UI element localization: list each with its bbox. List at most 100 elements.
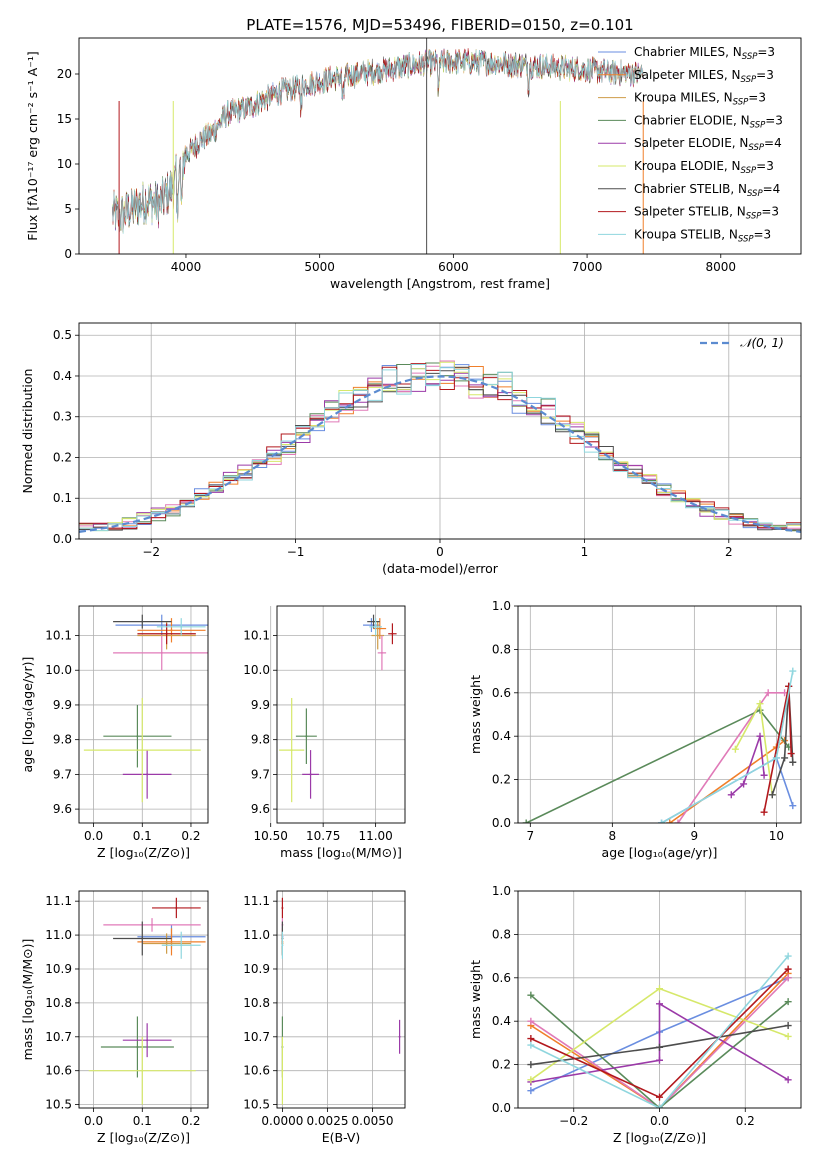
series-marker bbox=[656, 1043, 663, 1051]
data-point bbox=[398, 1035, 401, 1038]
series-marker bbox=[760, 808, 768, 816]
data-point bbox=[180, 625, 183, 628]
series-line-3 bbox=[530, 994, 789, 1108]
legend-sub: SSP bbox=[741, 166, 757, 176]
legend-entry: Kroupa MILES, NSSP=3 bbox=[634, 91, 766, 108]
panel-weight_vs_Z: −0.2 0.0 0.2 0.0 0.2 0.4 0.6 0.8 1.0 Z [log₁₀(Z/Z… bbox=[468, 884, 802, 1145]
legend-sub: SSP bbox=[738, 234, 754, 244]
x-tick-label: 0.1 bbox=[133, 829, 152, 843]
data-point bbox=[290, 749, 293, 752]
spectrum-line-8 bbox=[112, 49, 644, 235]
series-marker bbox=[784, 1022, 792, 1030]
legend-suffix: =3 bbox=[756, 68, 774, 82]
data-point bbox=[151, 923, 154, 926]
series-marker bbox=[789, 802, 797, 810]
x-tick-label: 0.1 bbox=[133, 1114, 152, 1128]
series-line-5 bbox=[734, 701, 774, 795]
x-tick-label: 0.0025 bbox=[306, 1114, 348, 1128]
panel-weight_vs_age: 7 8 9 10 0.0 0.2 0.4 0.6 0.8 1.0 age [log₁₀(age/yr… bbox=[468, 599, 802, 860]
y-axis-label: mass weight bbox=[468, 675, 483, 754]
legend-sub: SSP bbox=[748, 143, 764, 153]
x-tick-label: 0 bbox=[436, 545, 444, 559]
y-tick-label: 9.7 bbox=[53, 767, 72, 781]
y-tick-label: 10.7 bbox=[243, 1030, 270, 1044]
x-tick-label: 0.2 bbox=[181, 1114, 200, 1128]
plot-area bbox=[88, 897, 206, 1105]
series-line-4 bbox=[530, 1002, 789, 1083]
y-tick-label: 0.0 bbox=[53, 532, 72, 546]
data-point bbox=[391, 632, 394, 635]
data-point bbox=[170, 940, 173, 943]
series-marker bbox=[768, 791, 776, 799]
y-axis-label: mass weight bbox=[468, 960, 483, 1039]
y-tick-label: 1.0 bbox=[492, 599, 511, 613]
y-tick-label: 0.4 bbox=[53, 369, 72, 383]
series-marker bbox=[656, 1000, 663, 1008]
y-tick-label: 0.2 bbox=[492, 1058, 511, 1072]
series-marker bbox=[756, 700, 764, 708]
series-marker bbox=[784, 1032, 792, 1040]
data-point bbox=[165, 942, 168, 945]
series-marker bbox=[656, 985, 663, 993]
legend-entry: Chabrier ELODIE, NSSP=3 bbox=[634, 113, 783, 130]
data-point bbox=[372, 620, 375, 623]
y-tick-label: 9.8 bbox=[53, 733, 72, 747]
y-axis-label: mass [log₁₀(M/M⊙)] bbox=[20, 939, 35, 1061]
axes-frame bbox=[276, 605, 406, 824]
y-tick-label: 5 bbox=[64, 202, 72, 216]
x-tick-label: 11.00 bbox=[358, 829, 392, 843]
y-tick-label: 0 bbox=[64, 247, 72, 261]
y-tick-label: 0.5 bbox=[53, 328, 72, 342]
y-tick-label: 11.1 bbox=[45, 894, 72, 908]
x-tick-label: 0.2 bbox=[736, 1114, 755, 1128]
y-tick-label: 9.7 bbox=[251, 767, 270, 781]
data-point bbox=[175, 906, 178, 909]
y-tick-label: 9.9 bbox=[251, 698, 270, 712]
series-marker bbox=[527, 1017, 535, 1025]
y-tick-label: 11.0 bbox=[243, 928, 270, 942]
series-marker bbox=[784, 965, 792, 973]
data-point bbox=[141, 749, 144, 752]
legend-entry: Salpeter MILES, NSSP=3 bbox=[634, 68, 774, 85]
y-tick-label: 10.6 bbox=[243, 1064, 270, 1078]
y-tick-label: 9.8 bbox=[251, 733, 270, 747]
y-tick-label: 0.1 bbox=[53, 491, 72, 505]
y-tick-label: 10.0 bbox=[45, 663, 72, 677]
series-marker bbox=[784, 1076, 792, 1084]
legend: Chabrier MILES, NSSP=3 Salpeter MILES, NS… bbox=[598, 45, 783, 244]
series-marker bbox=[727, 791, 735, 799]
series-marker bbox=[756, 732, 764, 740]
axes-frame bbox=[517, 605, 802, 824]
normal-curve bbox=[79, 375, 801, 533]
x-tick-label: 10.50 bbox=[254, 829, 288, 843]
series-marker bbox=[784, 952, 792, 960]
data-point bbox=[281, 944, 284, 947]
x-tick-label: 4000 bbox=[171, 260, 202, 274]
y-tick-label: 10.7 bbox=[45, 1030, 72, 1044]
y-tick-label: 0.8 bbox=[492, 642, 511, 656]
series-marker bbox=[789, 758, 797, 766]
plot-area bbox=[83, 614, 208, 803]
axes-frame bbox=[517, 890, 802, 1109]
x-axis-label: Z [log₁₀(Z/Z⊙)] bbox=[97, 1130, 190, 1145]
series-marker bbox=[527, 1035, 535, 1043]
data-point bbox=[376, 634, 379, 637]
y-tick-label: 9.6 bbox=[53, 802, 72, 816]
data-point bbox=[374, 625, 377, 628]
series-marker bbox=[784, 998, 792, 1006]
plot-area bbox=[112, 38, 644, 254]
y-tick-label: 20 bbox=[57, 67, 72, 81]
legend-suffix: =3 bbox=[756, 159, 774, 173]
panel-mass_vs_ebv: 0.0000 0.0025 0.0050 10.5 10.6 10.7 10.8 10.9 11… bbox=[243, 890, 406, 1145]
data-point bbox=[141, 937, 144, 940]
data-point bbox=[380, 651, 383, 654]
data-point bbox=[305, 735, 308, 738]
series-marker bbox=[527, 1041, 535, 1049]
legend-suffix: =3 bbox=[757, 45, 775, 59]
series-marker bbox=[760, 771, 768, 779]
y-tick-label: 11.1 bbox=[243, 894, 270, 908]
x-tick-label: −1 bbox=[287, 545, 305, 559]
y-tick-label: 0.2 bbox=[492, 773, 511, 787]
data-point bbox=[370, 624, 373, 627]
